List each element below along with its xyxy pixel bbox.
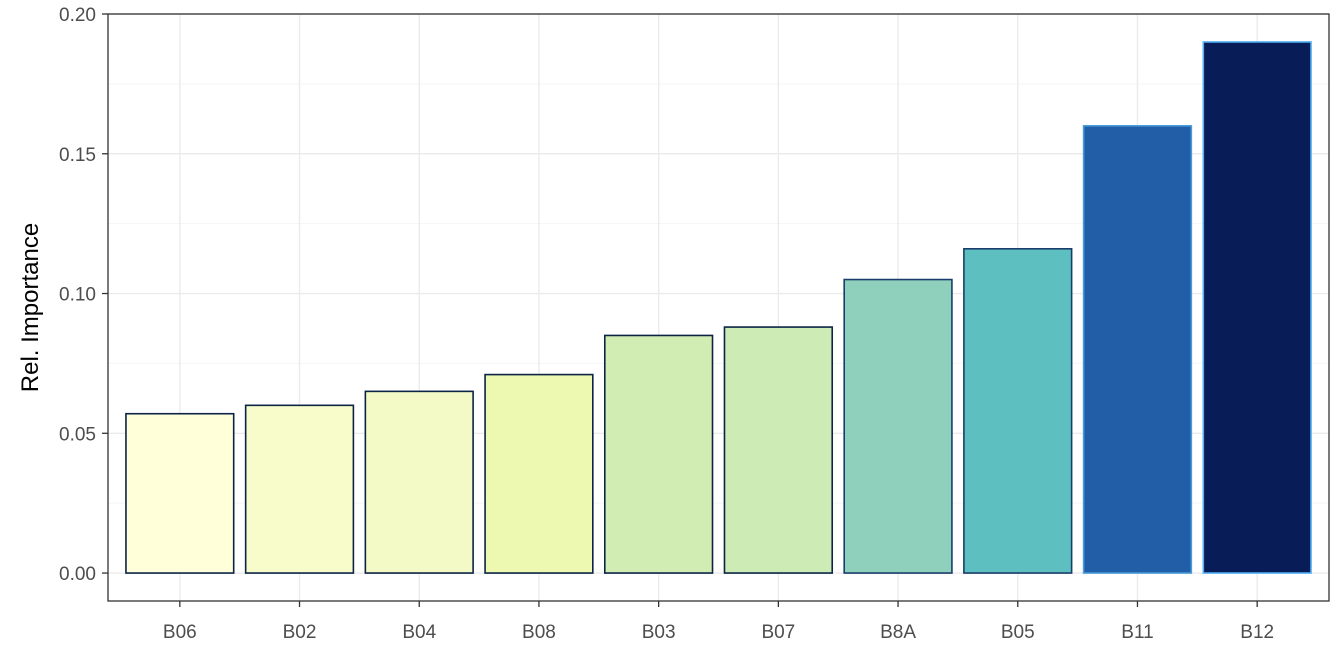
bar-b11 [1082, 125, 1193, 574]
x-tick-label: B04 [402, 622, 436, 643]
y-tick-label: 0.10 [59, 285, 96, 306]
bar-b8a [843, 278, 953, 574]
bar-b03 [603, 334, 714, 574]
y-tick-label: 0.00 [59, 564, 96, 585]
x-tick-label: B07 [761, 622, 795, 643]
bar-b04 [364, 390, 474, 574]
bar-b06 [125, 412, 235, 574]
plot-panel-border [107, 13, 1330, 602]
y-axis-ticks: 0.00 0.05 0.10 0.15 0.20 [59, 5, 108, 585]
bar-b02 [244, 404, 355, 574]
x-tick-label: B08 [522, 622, 556, 643]
x-tick-label: B06 [163, 622, 197, 643]
bar-b12 [1202, 41, 1312, 574]
y-tick-label: 0.05 [59, 424, 96, 445]
y-tick-label: 0.20 [59, 5, 96, 26]
y-axis-title: Rel. Importance [17, 223, 44, 392]
bar-b08 [484, 373, 594, 574]
x-tick-label: B05 [1001, 622, 1035, 643]
x-tick-label: B03 [642, 622, 676, 643]
x-tick-label: B02 [283, 622, 317, 643]
bars [125, 41, 1312, 574]
x-tick-label: B11 [1121, 622, 1153, 643]
bar-b07 [723, 326, 834, 574]
x-tick-label: B8A [880, 622, 916, 643]
y-tick-label: 0.15 [59, 145, 96, 166]
x-tick-label: B12 [1240, 622, 1274, 643]
bar-b05 [963, 248, 1073, 574]
x-axis-ticks: B06 B02 B04 B08 B03 B07 B8A B05 B11 B12 [163, 601, 1274, 643]
